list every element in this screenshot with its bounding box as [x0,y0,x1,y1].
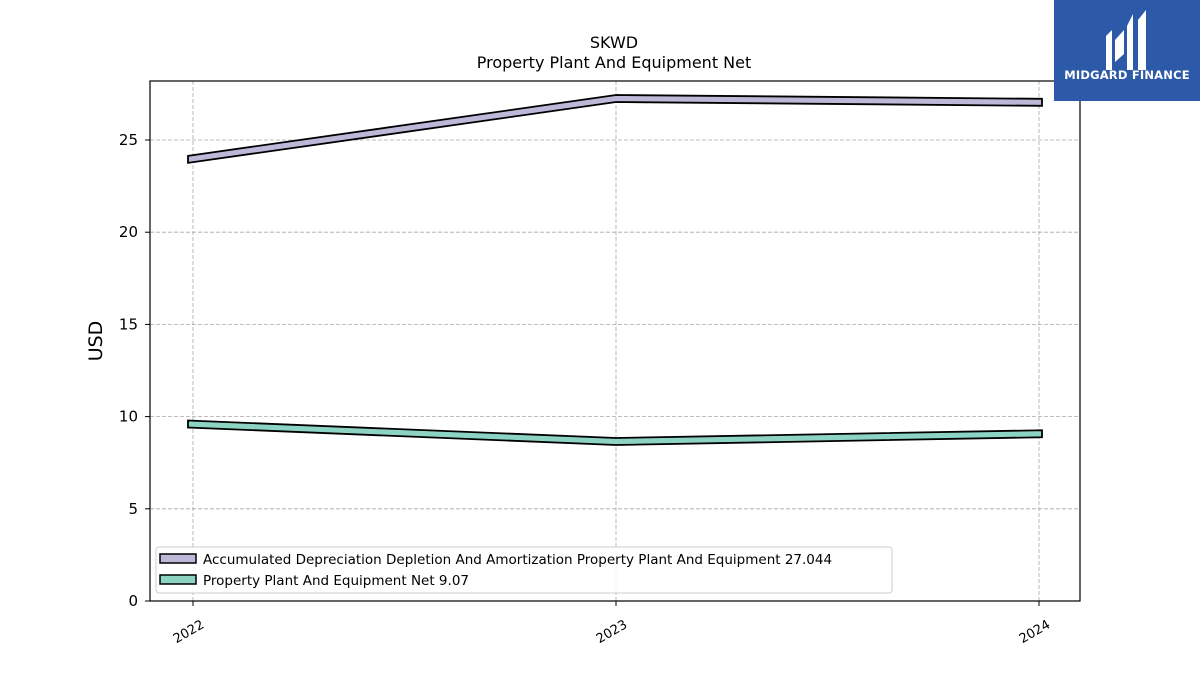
midgard-finance-logo: MIDGARD FINANCE [1054,0,1200,101]
midgard-logo-icon [1106,10,1146,70]
y-tick-label: 0 [128,592,138,610]
x-tick-label: 2024 [1017,617,1053,647]
x-tick-label: 2023 [594,617,630,647]
legend-box [155,546,893,594]
chart-title: SKWD [590,33,638,52]
y-axis-label: USD [85,321,107,362]
legend-label: Property Plant And Equipment Net 9.07 [203,573,469,589]
y-tick-label: 20 [119,223,138,241]
brand-name: MIDGARD FINANCE [1064,68,1190,82]
series-line-2 [187,419,1043,446]
y-tick-label: 25 [119,131,138,149]
y-tick-label: 10 [119,408,138,426]
x-tick-label: 2022 [171,617,207,647]
plot-area-frame [149,80,1081,602]
legend-label: Accumulated Depreciation Depletion And A… [203,552,832,568]
series-line-1 [187,94,1043,164]
legend-swatch [159,553,197,564]
chart-subtitle: Property Plant And Equipment Net [477,53,752,72]
y-tick-label: 5 [128,500,138,518]
legend: Accumulated Depreciation Depletion And A… [155,546,893,594]
y-tick-label: 15 [119,315,138,333]
legend-swatch [159,574,197,585]
